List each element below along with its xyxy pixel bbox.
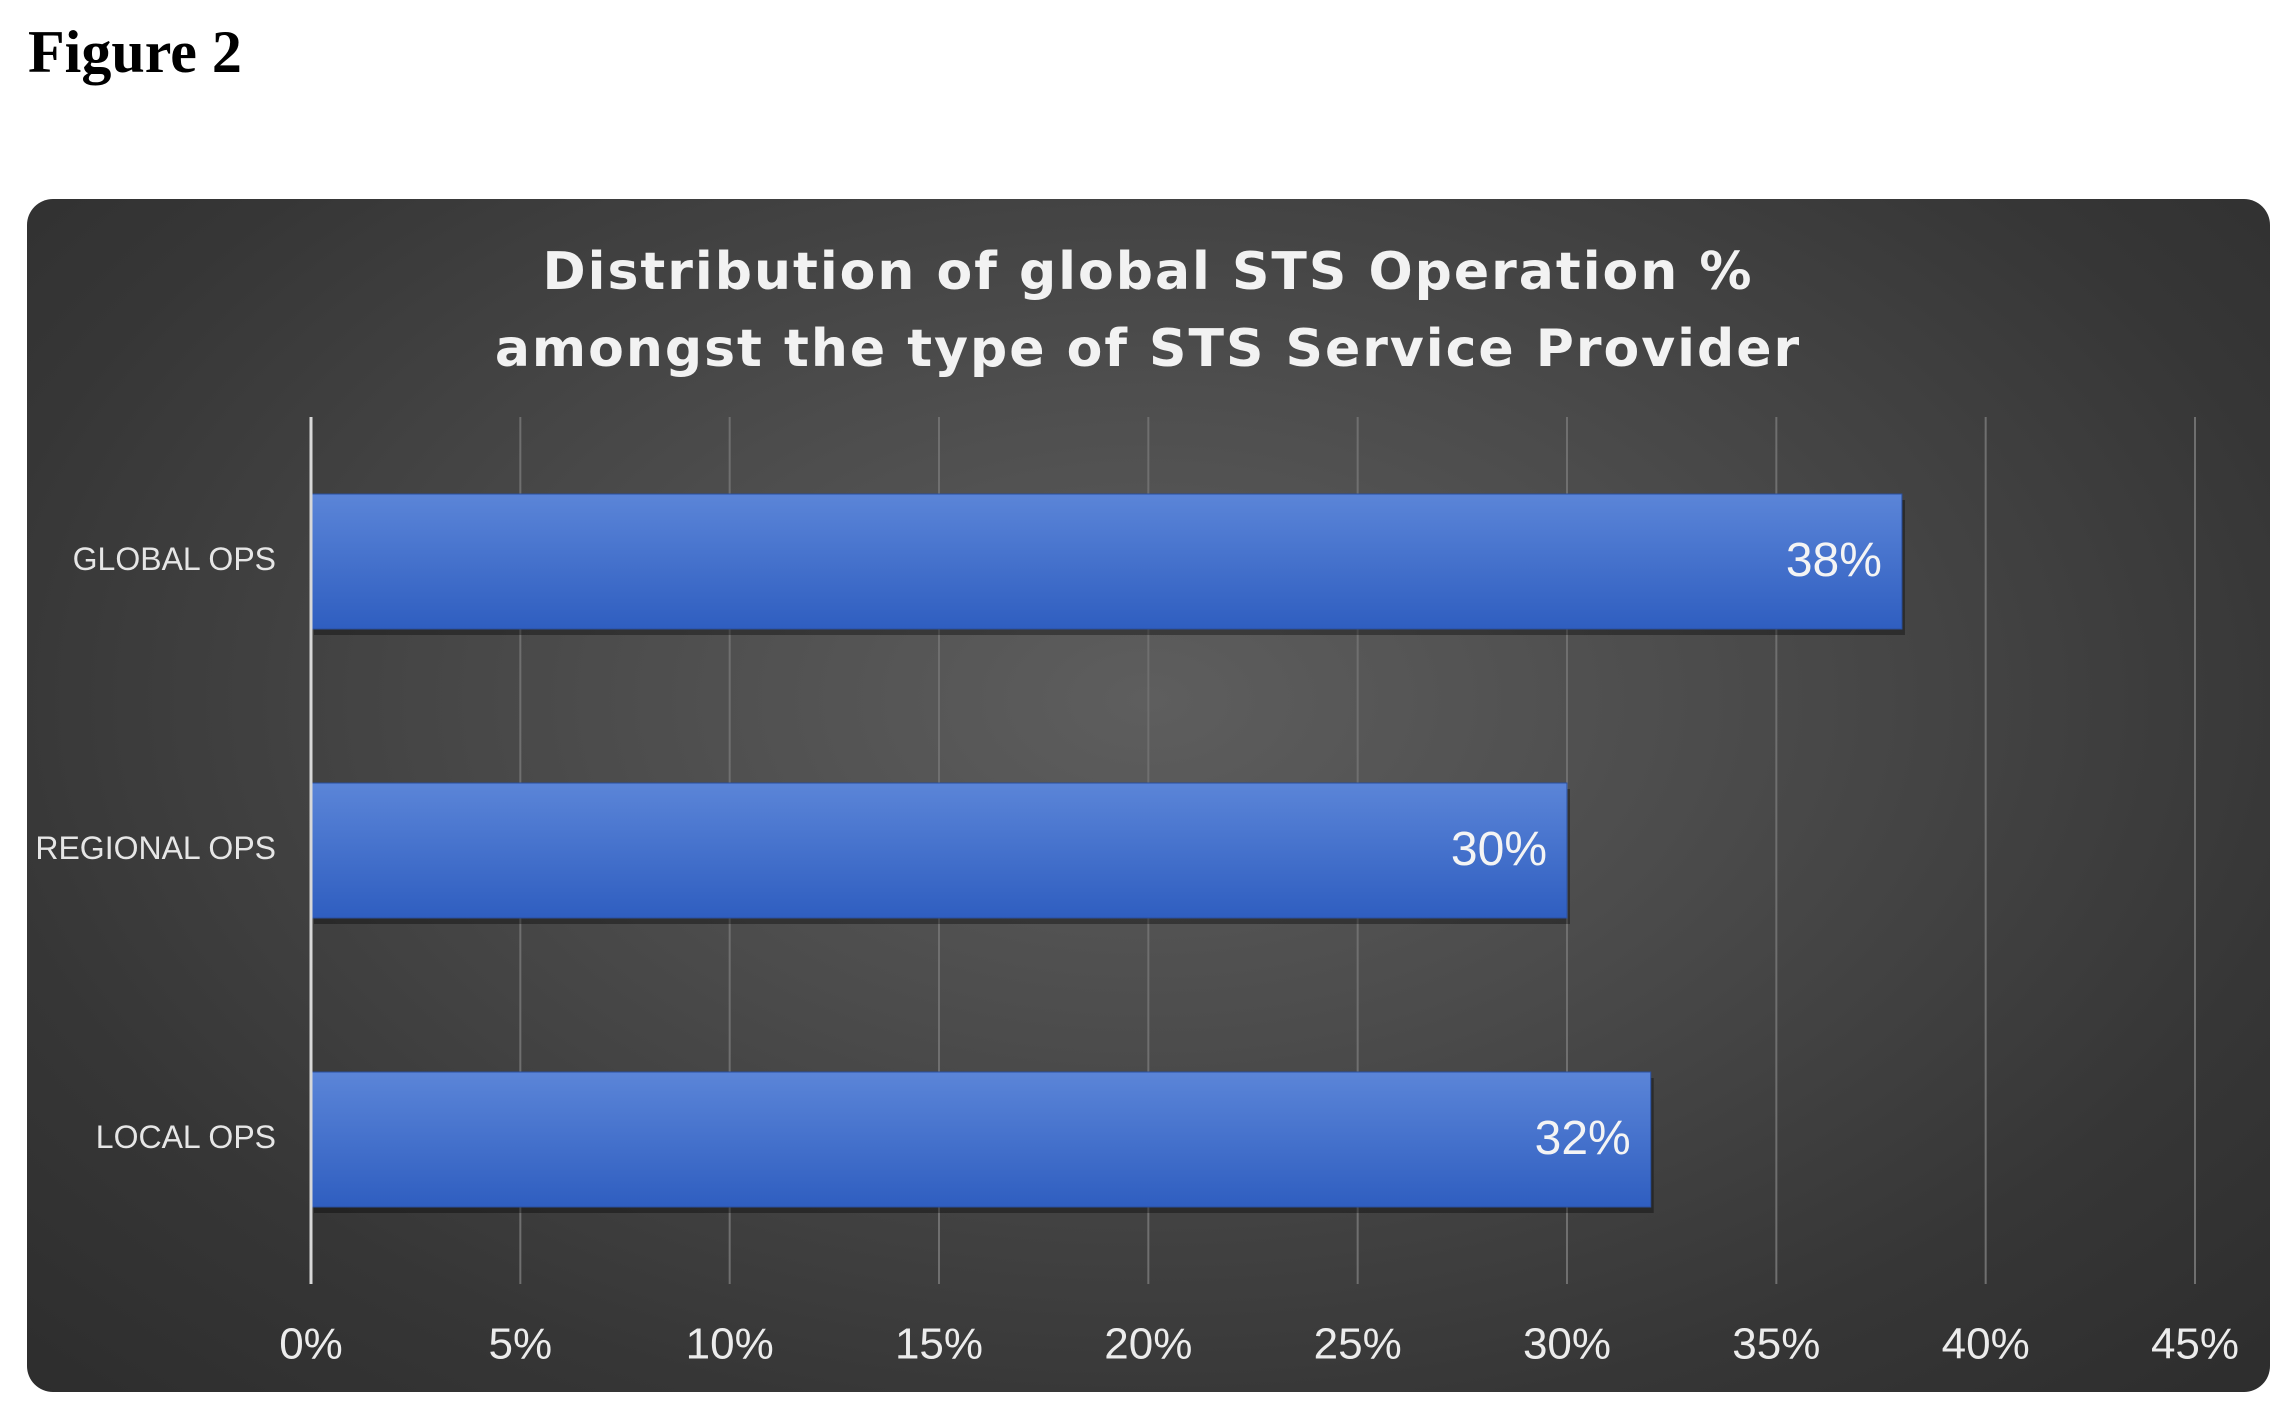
chart-title-line-2: amongst the type of STS Service Provider	[495, 319, 1801, 379]
bar-regional-ops	[310, 782, 1568, 919]
data-label: 38%	[1786, 534, 1882, 587]
data-label: 32%	[1535, 1112, 1631, 1165]
bar-global-ops	[310, 493, 1903, 630]
figure-label: Figure 2	[28, 19, 242, 85]
category-labels: GLOBAL OPS REGIONAL OPS LOCAL OPS	[35, 541, 276, 1155]
chart-title-line-1: Distribution of global STS Operation %	[542, 242, 1753, 302]
x-tick-label: 30%	[1523, 1320, 1611, 1369]
x-tick-label: 0%	[279, 1320, 343, 1369]
data-labels: 38% 30% 32%	[1451, 534, 1882, 1165]
category-label: REGIONAL OPS	[35, 830, 276, 866]
x-tick-label: 25%	[1314, 1320, 1402, 1369]
chart-panel: Distribution of global STS Operation % am…	[27, 199, 2270, 1392]
x-tick-label: 10%	[686, 1320, 774, 1369]
bar-local-ops	[310, 1071, 1652, 1208]
x-tick-label: 40%	[1942, 1320, 2030, 1369]
category-label: GLOBAL OPS	[73, 541, 276, 577]
x-tick-label: 45%	[2151, 1320, 2239, 1369]
bar-chart: Distribution of global STS Operation % am…	[35, 242, 2239, 1369]
x-tick-labels: 0% 5% 10% 15% 20% 25% 30% 35% 40% 45%	[279, 1320, 2239, 1369]
x-tick-label: 35%	[1732, 1320, 1820, 1369]
category-label: LOCAL OPS	[96, 1119, 276, 1155]
chart-title: Distribution of global STS Operation % am…	[495, 242, 1801, 379]
bars	[310, 493, 1905, 1213]
x-tick-label: 15%	[895, 1320, 983, 1369]
x-tick-label: 20%	[1104, 1320, 1192, 1369]
x-tick-label: 5%	[489, 1320, 553, 1369]
data-label: 30%	[1451, 823, 1547, 876]
